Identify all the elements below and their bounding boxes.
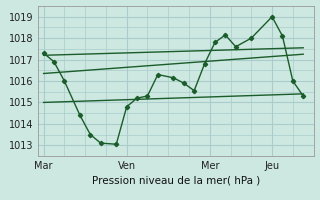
- X-axis label: Pression niveau de la mer( hPa ): Pression niveau de la mer( hPa ): [92, 175, 260, 185]
